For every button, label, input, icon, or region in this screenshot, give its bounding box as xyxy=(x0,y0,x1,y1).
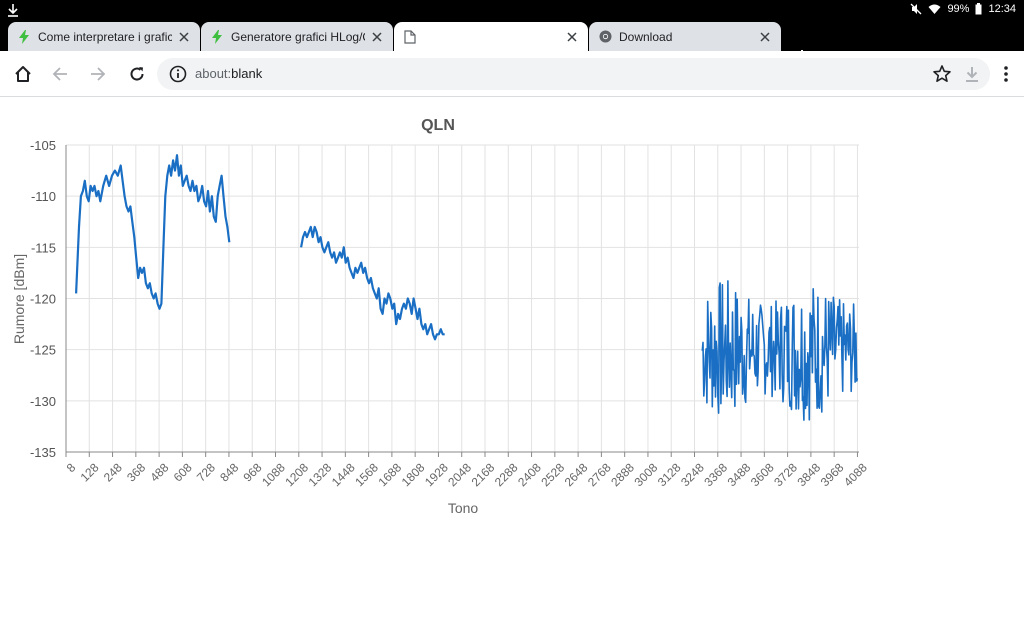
y-tick-label: -125 xyxy=(30,343,56,358)
x-tick-label: 488 xyxy=(147,460,171,484)
x-tick-label: 128 xyxy=(78,460,102,484)
tab-about-blank[interactable] xyxy=(394,22,588,51)
x-tick-label: 1928 xyxy=(422,460,451,489)
browser-toolbar: about:blank xyxy=(0,51,1024,97)
tab-generatore-grafici[interactable]: Generatore grafici HLog/QLN xyxy=(201,22,393,51)
x-tick-label: 3128 xyxy=(655,460,684,489)
bolt-icon xyxy=(209,29,225,45)
tab-come-interpretare[interactable]: Come interpretare i grafici HLog/QLN xyxy=(8,22,200,51)
x-tick-label: 3608 xyxy=(748,460,777,489)
x-tick-label: 728 xyxy=(194,460,218,484)
download-notification-icon xyxy=(8,4,18,17)
y-tick-label: -105 xyxy=(30,138,56,153)
mute-icon xyxy=(910,3,922,15)
x-tick-label: 1448 xyxy=(329,460,358,489)
tab-title: Come interpretare i grafici HLog/QLN xyxy=(38,29,172,44)
y-tick-label: -115 xyxy=(31,240,56,255)
x-tick-label: 608 xyxy=(171,460,195,484)
x-tick-label: 1808 xyxy=(399,460,428,489)
x-tick-label: 248 xyxy=(101,460,125,484)
x-tick-label: 1088 xyxy=(259,460,288,489)
x-tick-label: 368 xyxy=(124,460,148,484)
x-tick-label: 2048 xyxy=(445,460,474,489)
x-tick-label: 3008 xyxy=(632,460,661,489)
x-tick-label: 2648 xyxy=(562,460,591,489)
x-tick-label: 1688 xyxy=(375,460,404,489)
x-tick-label: 2408 xyxy=(515,460,544,489)
x-tick-label: 848 xyxy=(217,460,241,484)
star-icon[interactable] xyxy=(932,64,952,84)
y-tick-label: -135 xyxy=(30,445,56,460)
reload-button[interactable] xyxy=(123,60,151,88)
x-tick-label: 2288 xyxy=(492,460,521,489)
series-line-segment-3 xyxy=(701,280,859,421)
qln-chart: 8 128 248 368 488 608 728 848 968 1088 1208 1328 144… xyxy=(0,97,1024,537)
back-arrow-icon xyxy=(52,67,67,81)
tab-close-icon[interactable] xyxy=(564,29,580,45)
address-bar[interactable]: about:blank xyxy=(157,58,990,90)
battery-percent: 99% xyxy=(947,3,970,15)
status-bar: 99% 12:34 xyxy=(0,0,1024,20)
axes xyxy=(65,145,859,457)
tab-title: Download xyxy=(619,29,673,44)
qln-chart-svg: 8 128 248 368 488 608 728 848 968108812081328144… xyxy=(11,117,870,516)
tab-download[interactable]: Download xyxy=(589,22,781,51)
url-text: about:blank xyxy=(195,66,262,81)
battery-icon xyxy=(975,3,982,15)
x-tick-label: 3368 xyxy=(701,460,730,489)
grid-lines xyxy=(65,144,859,453)
wifi-icon xyxy=(928,4,941,14)
series-line-segment-1 xyxy=(75,154,231,310)
x-tick-label: 3968 xyxy=(818,460,847,489)
x-tick-label: 2528 xyxy=(538,460,567,489)
x-tick-label: 2888 xyxy=(608,460,637,489)
x-tick-label: 8 xyxy=(64,460,79,475)
tab-title: Generatore grafici HLog/QLN xyxy=(231,29,365,44)
x-tick-label: 3728 xyxy=(771,460,800,489)
info-icon[interactable] xyxy=(169,65,187,83)
y-tick-label: -130 xyxy=(30,394,56,409)
x-tick-label: 2768 xyxy=(585,460,614,489)
x-tick-label: 4088 xyxy=(841,460,870,489)
x-tick-label: 1328 xyxy=(306,460,335,489)
x-tick-label: 3848 xyxy=(794,460,823,489)
x-tick-label: 1568 xyxy=(352,460,381,489)
forward-button[interactable] xyxy=(84,60,112,88)
more-options-icon[interactable] xyxy=(998,64,1014,84)
url-scheme: about: xyxy=(195,66,232,81)
bolt-icon xyxy=(16,29,32,45)
home-button[interactable] xyxy=(9,60,37,88)
home-icon xyxy=(15,66,31,82)
y-tick-labels: -105 -110 -115 -120 -125 -130 -135 xyxy=(30,138,56,460)
x-tick-label: 3248 xyxy=(678,460,707,489)
chrome-icon xyxy=(597,29,613,45)
y-axis-label: Rumore [dBm] xyxy=(11,254,27,344)
chart-title: QLN xyxy=(421,117,455,134)
download-icon[interactable] xyxy=(962,64,982,84)
y-tick-label: -120 xyxy=(30,292,56,307)
x-axis-label: Tono xyxy=(448,500,479,516)
forward-arrow-icon xyxy=(91,67,106,81)
tab-close-icon[interactable] xyxy=(369,29,385,45)
tab-strip: Come interpretare i grafici HLog/QLN Gen… xyxy=(0,20,1024,62)
x-tick-labels: 8 128 248 368 488 608 728 848 968108812081328144… xyxy=(64,460,870,489)
back-button[interactable] xyxy=(46,60,74,88)
series xyxy=(75,154,859,421)
y-tick-label: -110 xyxy=(31,189,56,204)
reload-icon xyxy=(130,67,144,81)
page-icon xyxy=(402,29,418,45)
url-path: blank xyxy=(231,66,263,81)
series-line-segment-2 xyxy=(300,225,445,341)
x-tick-label: 3488 xyxy=(725,460,754,489)
x-tick-label: 1208 xyxy=(282,460,311,489)
clock: 12:34 xyxy=(988,3,1016,15)
x-tick-label: 2168 xyxy=(469,460,498,489)
tab-close-icon[interactable] xyxy=(176,29,192,45)
tab-close-icon[interactable] xyxy=(757,29,773,45)
